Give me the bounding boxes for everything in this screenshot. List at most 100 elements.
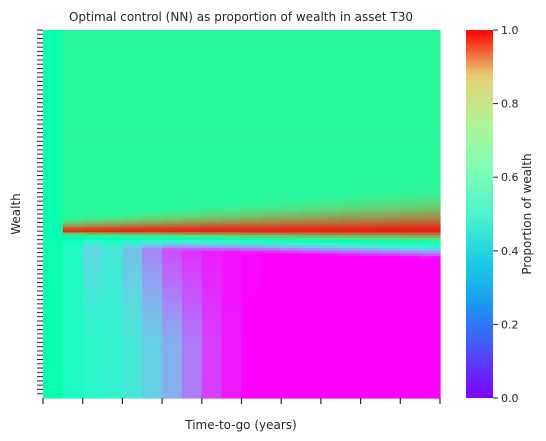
heatmap-cell bbox=[181, 266, 203, 270]
heatmap-cell bbox=[301, 192, 322, 197]
heatmap-cell bbox=[420, 221, 441, 226]
heatmap-cell bbox=[181, 137, 203, 141]
heatmap-cell bbox=[420, 258, 441, 262]
heatmap-cell bbox=[340, 56, 362, 60]
heatmap-cell bbox=[102, 179, 123, 184]
heatmap-cell bbox=[241, 266, 262, 270]
heatmap-cell bbox=[43, 287, 64, 291]
heatmap-cell bbox=[261, 150, 282, 155]
heatmap-cell bbox=[62, 253, 84, 257]
heatmap-cell bbox=[241, 221, 262, 226]
heatmap-cell bbox=[301, 269, 322, 273]
heatmap-cell bbox=[340, 395, 362, 399]
heatmap-cell bbox=[122, 119, 143, 123]
heatmap-cell bbox=[340, 219, 362, 223]
heatmap-cell bbox=[102, 190, 123, 194]
heatmap-cell bbox=[281, 82, 302, 86]
heatmap-cell bbox=[340, 240, 362, 244]
heatmap-cell bbox=[181, 242, 203, 247]
heatmap-cell bbox=[301, 240, 322, 244]
heatmap-cell bbox=[261, 208, 282, 212]
heatmap-cell bbox=[420, 316, 441, 320]
heatmap-cell bbox=[360, 221, 382, 226]
heatmap-cell bbox=[162, 203, 183, 207]
heatmap-cell bbox=[281, 127, 302, 131]
colorbar bbox=[466, 30, 493, 398]
heatmap-cell bbox=[320, 53, 342, 57]
heatmap-cell bbox=[181, 277, 203, 281]
heatmap-cell bbox=[43, 208, 64, 212]
heatmap-cell bbox=[82, 224, 104, 228]
heatmap-cell bbox=[102, 74, 123, 78]
heatmap-cell bbox=[43, 334, 64, 339]
heatmap-cell bbox=[281, 166, 302, 170]
heatmap-cell bbox=[380, 64, 401, 68]
heatmap-cell bbox=[181, 82, 203, 86]
heatmap-cell bbox=[162, 30, 183, 34]
heatmap-cell bbox=[340, 40, 362, 44]
heatmap-cell bbox=[201, 240, 223, 244]
heatmap-cell bbox=[221, 303, 243, 307]
heatmap-cell bbox=[43, 79, 64, 84]
heatmap-cell bbox=[221, 292, 243, 297]
heatmap-cell bbox=[62, 100, 84, 105]
heatmap-cell bbox=[142, 48, 163, 52]
heatmap-cell bbox=[281, 340, 302, 344]
heatmap-cell bbox=[380, 87, 401, 92]
heatmap-cell bbox=[62, 334, 84, 339]
heatmap-cell bbox=[320, 311, 342, 315]
heatmap-cell bbox=[162, 374, 183, 378]
heatmap-cell bbox=[102, 166, 123, 170]
heatmap-cell bbox=[360, 208, 382, 212]
heatmap-cell bbox=[380, 61, 401, 65]
heatmap-cell bbox=[102, 258, 123, 262]
heatmap-cell bbox=[400, 306, 421, 310]
heatmap-cell bbox=[320, 384, 342, 389]
heatmap-cell bbox=[281, 250, 302, 255]
heatmap-cell bbox=[320, 200, 342, 205]
heatmap-cell bbox=[301, 145, 322, 149]
heatmap-cell bbox=[201, 140, 223, 144]
heatmap-cell bbox=[62, 384, 84, 389]
heatmap-cell bbox=[241, 253, 262, 257]
heatmap-cell bbox=[320, 169, 342, 173]
heatmap-cell bbox=[221, 108, 243, 113]
heatmap-cell bbox=[281, 295, 302, 299]
heatmap-cell bbox=[221, 258, 243, 262]
heatmap-cell bbox=[261, 164, 282, 168]
heatmap-cell bbox=[62, 229, 84, 233]
heatmap-cell bbox=[102, 103, 123, 107]
heatmap-cell bbox=[340, 366, 362, 370]
heatmap-cell bbox=[201, 153, 223, 157]
heatmap-cell bbox=[82, 327, 104, 331]
heatmap-cell bbox=[221, 61, 243, 65]
heatmap-cell bbox=[43, 384, 64, 389]
heatmap-cell bbox=[241, 345, 262, 349]
heatmap-cell bbox=[320, 348, 342, 352]
heatmap-cell bbox=[320, 382, 342, 386]
heatmap-cell bbox=[320, 208, 342, 212]
heatmap-cell bbox=[420, 242, 441, 247]
heatmap-cell bbox=[380, 56, 401, 60]
heatmap-cell bbox=[400, 203, 421, 207]
heatmap-cell bbox=[43, 114, 64, 118]
heatmap-cell bbox=[380, 306, 401, 310]
heatmap-cell bbox=[142, 190, 163, 194]
heatmap-cell bbox=[261, 40, 282, 44]
heatmap-cell bbox=[301, 187, 322, 191]
heatmap-cell bbox=[360, 266, 382, 270]
heatmap-cell bbox=[320, 129, 342, 134]
heatmap-cell bbox=[320, 37, 342, 42]
heatmap-cell bbox=[400, 258, 421, 262]
heatmap-cell bbox=[162, 290, 183, 294]
heatmap-cell bbox=[82, 40, 104, 44]
heatmap-cell bbox=[102, 32, 123, 36]
heatmap-cell bbox=[122, 150, 143, 155]
heatmap-cell bbox=[400, 376, 421, 381]
heatmap-cell bbox=[221, 98, 243, 102]
heatmap-cell bbox=[320, 161, 342, 165]
heatmap-cell bbox=[340, 266, 362, 270]
heatmap-cell bbox=[400, 250, 421, 255]
heatmap-cell bbox=[380, 219, 401, 223]
heatmap-cell bbox=[181, 200, 203, 205]
